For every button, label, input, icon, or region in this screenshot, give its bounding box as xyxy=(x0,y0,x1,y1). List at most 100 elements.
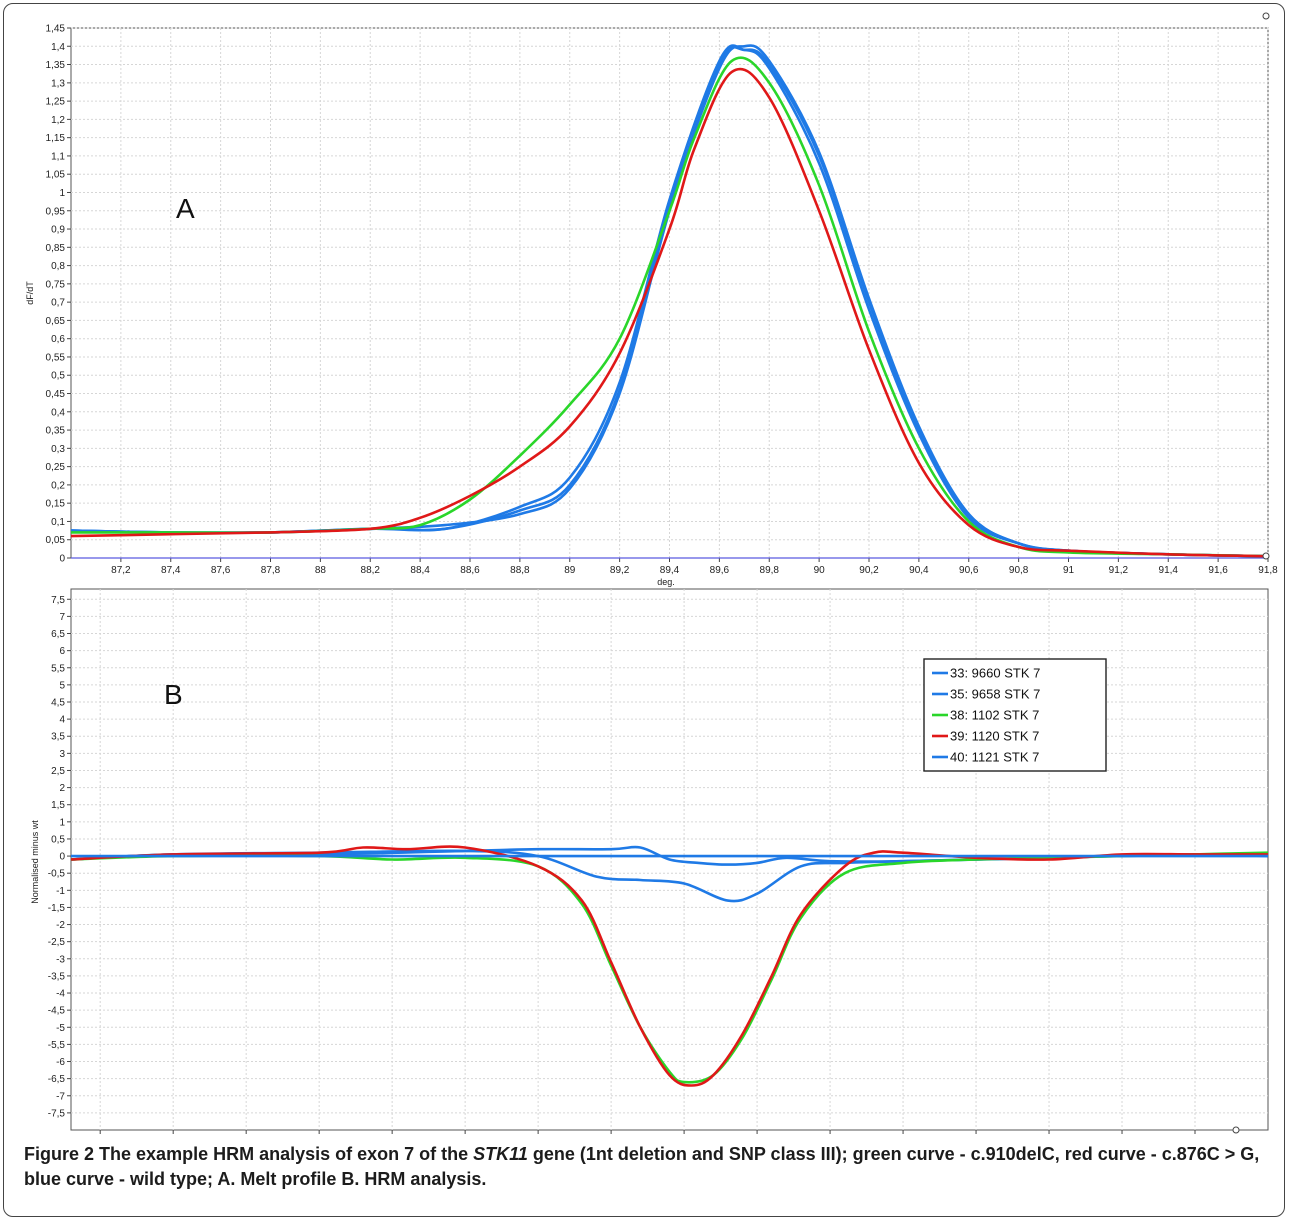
x-tick-label: 88,6 xyxy=(460,565,480,576)
y-tick-label: 1,5 xyxy=(51,800,65,811)
x-tick-label: 87,4 xyxy=(161,565,181,576)
y-tick-label: 0,95 xyxy=(46,206,66,217)
y-tick-label: 0 xyxy=(59,852,65,863)
y-tick-label: -5 xyxy=(56,1023,65,1034)
y-tick-label: -6 xyxy=(56,1057,65,1068)
x-tick-label: 89,8 xyxy=(760,565,780,576)
y-tick-label: -3,5 xyxy=(48,971,66,982)
panel-b-legend-box xyxy=(923,658,1107,772)
series-line-5 xyxy=(70,67,1269,558)
y-tick-label: 0,65 xyxy=(46,316,66,327)
y-tick-label: -7,5 xyxy=(48,1108,66,1119)
y-tick-label: 1,4 xyxy=(51,42,65,53)
y-tick-label: 0,6 xyxy=(51,334,65,345)
y-tick-label: 4,5 xyxy=(51,697,65,708)
y-tick-label: 0,3 xyxy=(51,444,65,455)
panel-b-series xyxy=(70,845,1269,1087)
legend-entry: 35: 9658 STK 7 xyxy=(950,687,1040,702)
y-tick-label: -2,5 xyxy=(48,937,66,948)
y-tick-label: 1,15 xyxy=(46,133,66,144)
x-tick-label: 87,6 xyxy=(211,565,231,576)
x-tick-label: 90,8 xyxy=(1009,565,1029,576)
panel-a-y-ticks: 0 0,05 0,1 0,15 0,2 0,25 0,3 0,35 0,4 0,45 0,5 0,55… xyxy=(46,24,71,565)
y-tick-label: 7 xyxy=(59,612,65,623)
panel-b-corner-handle[interactable] xyxy=(1232,1126,1240,1134)
panel-a-label: A xyxy=(176,193,195,224)
y-tick-label: 1,05 xyxy=(46,170,66,181)
y-tick-label: 0,5 xyxy=(51,371,65,382)
y-tick-label: 1 xyxy=(59,817,65,828)
y-tick-label: -3 xyxy=(56,954,65,965)
panel-a-y-axis-label: dF/dT xyxy=(25,281,35,305)
y-tick-label: 0,1 xyxy=(51,517,65,528)
y-tick-label: 7,5 xyxy=(51,595,65,606)
panel-a-x-axis-label: deg. xyxy=(657,577,675,587)
y-tick-label: 0,8 xyxy=(51,261,65,272)
y-tick-label: -6,5 xyxy=(48,1074,66,1085)
x-tick-label: 91,8 xyxy=(1258,565,1278,576)
panel-a-corner-handle[interactable] xyxy=(1262,12,1270,20)
legend-entry: 39: 1120 STK 7 xyxy=(950,729,1039,744)
y-tick-label: -0,5 xyxy=(48,869,66,880)
y-tick-label: 1,2 xyxy=(51,115,65,126)
legend-entry: 38: 1102 STK 7 xyxy=(950,708,1039,723)
y-tick-label: 1,35 xyxy=(46,60,66,71)
y-tick-label: 0,9 xyxy=(51,225,65,236)
panel-b-x-ticks: 85,58686,58787,58888,58989,59090,59191,5… xyxy=(99,1130,1196,1134)
x-tick-label: 90,2 xyxy=(859,565,879,576)
y-tick-label: 1,1 xyxy=(51,151,65,162)
y-tick-label: -7 xyxy=(56,1091,65,1102)
panel-a: 87,2 87,4 87,6 87,8 88 88,2 88,4 88,6 88,8 89 89,2… xyxy=(25,12,1278,587)
x-tick-label: 89,2 xyxy=(610,565,630,576)
figure-charts: 87,2 87,4 87,6 87,8 88 88,2 88,4 88,6 88,8 89 89,2… xyxy=(25,12,1278,1134)
x-tick-label: 89,6 xyxy=(710,565,730,576)
caption-text-1: The example HRM analysis of exon 7 of th… xyxy=(99,1144,469,1164)
y-tick-label: 0,05 xyxy=(46,535,66,546)
x-tick-label: 91 xyxy=(1063,565,1075,576)
x-tick-label: 91,2 xyxy=(1109,565,1129,576)
y-tick-label: 0 xyxy=(59,554,65,565)
panel-b-label: B xyxy=(164,679,183,710)
y-tick-label: -4,5 xyxy=(48,1006,66,1017)
y-tick-label: 1 xyxy=(59,188,65,199)
panel-b-y-ticks: 7,5 7 6,5 6 5,5 5 4,5 4 3,5 3 2,5 2 1,5 1 0,5 0 -0,5 -1 -1… xyxy=(48,595,71,1119)
y-tick-label: 3 xyxy=(59,749,65,760)
y-tick-label: 1,3 xyxy=(51,78,65,89)
panel-a-x-ticks: 87,2 87,4 87,6 87,8 88 88,2 88,4 88,6 88,8 89 89,2… xyxy=(111,558,1278,576)
y-tick-label: 3,5 xyxy=(51,732,65,743)
legend-entry: 40: 1121 STK 7 xyxy=(950,750,1039,765)
panel-a-grid xyxy=(71,27,1269,559)
y-tick-label: -4 xyxy=(56,989,65,1000)
panel-b-y-axis-label: Normalised minus wt xyxy=(30,820,40,904)
x-tick-label: 88,4 xyxy=(410,565,430,576)
y-tick-label: 0,7 xyxy=(51,298,65,309)
x-tick-label: 88,2 xyxy=(361,565,381,576)
panel-a-corner-handle[interactable] xyxy=(1262,552,1270,560)
y-tick-label: 6 xyxy=(59,646,65,657)
y-tick-label: 4 xyxy=(59,715,65,726)
caption-gene: STK11 xyxy=(473,1144,528,1164)
y-tick-label: -2 xyxy=(56,920,65,931)
x-tick-label: 91,6 xyxy=(1208,565,1228,576)
figure-frame: 87,2 87,4 87,6 87,8 88 88,2 88,4 88,6 88,8 89 89,2… xyxy=(3,3,1285,1217)
y-tick-label: -1 xyxy=(56,886,65,897)
x-tick-label: 89,4 xyxy=(660,565,680,576)
y-tick-label: 0,5 xyxy=(51,834,65,845)
caption-label: Figure 2 xyxy=(24,1144,95,1164)
series-line-4 xyxy=(70,845,1268,1087)
figure-caption: Figure 2 The example HRM analysis of exo… xyxy=(24,1142,1274,1192)
panel-a-series xyxy=(70,44,1269,558)
y-tick-label: 1,25 xyxy=(46,97,66,108)
y-tick-label: 1,45 xyxy=(46,24,66,35)
y-tick-label: 5,5 xyxy=(51,663,65,674)
y-tick-label: 0,25 xyxy=(46,462,66,473)
y-tick-label: 6,5 xyxy=(51,629,65,640)
x-tick-label: 89 xyxy=(564,565,576,576)
x-tick-label: 90 xyxy=(814,565,826,576)
x-tick-label: 87,2 xyxy=(111,565,131,576)
x-tick-label: 91,4 xyxy=(1159,565,1179,576)
panel-b-legend: 33: 9660 STK 7 35: 9658 STK 7 38: 1102 STK… xyxy=(923,658,1107,772)
x-tick-label: 88 xyxy=(315,565,327,576)
x-tick-label: 87,8 xyxy=(261,565,281,576)
y-tick-label: 0,15 xyxy=(46,499,66,510)
